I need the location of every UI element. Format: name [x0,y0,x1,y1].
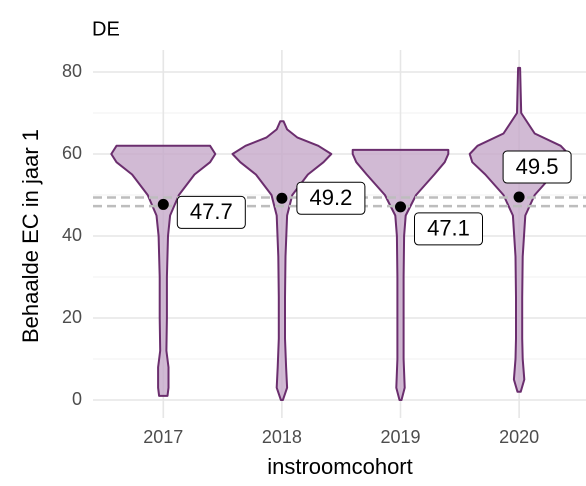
y-axis-title: Behaalde EC in jaar 1 [18,129,43,343]
mean-point [513,191,525,203]
y-tick-label: 20 [62,307,82,327]
data-label: 47.1 [427,216,470,241]
x-tick-label: 2018 [262,427,302,447]
x-tick-label: 2017 [143,427,183,447]
data-label: 49.5 [516,154,559,179]
label-box [414,212,483,246]
x-tick-label: 2019 [380,427,420,447]
y-tick-label: 80 [62,61,82,81]
label-box [502,150,572,184]
x-tick-label: 2020 [499,427,539,447]
data-label: 47.7 [190,199,233,224]
y-tick-label: 0 [72,389,82,409]
y-tick-label: 40 [62,225,82,245]
violin [231,120,333,401]
label-box [296,181,366,215]
label-box [176,195,246,229]
data-label: 49.2 [309,185,352,210]
mean-point [395,201,406,213]
violin [468,66,570,393]
chart-title: DE [92,18,120,40]
violin [351,148,450,401]
x-axis-title: instroomcohort [267,454,413,479]
mean-point [276,192,288,204]
mean-point [157,198,169,210]
y-tick-label: 60 [62,143,82,163]
violin [110,144,217,397]
